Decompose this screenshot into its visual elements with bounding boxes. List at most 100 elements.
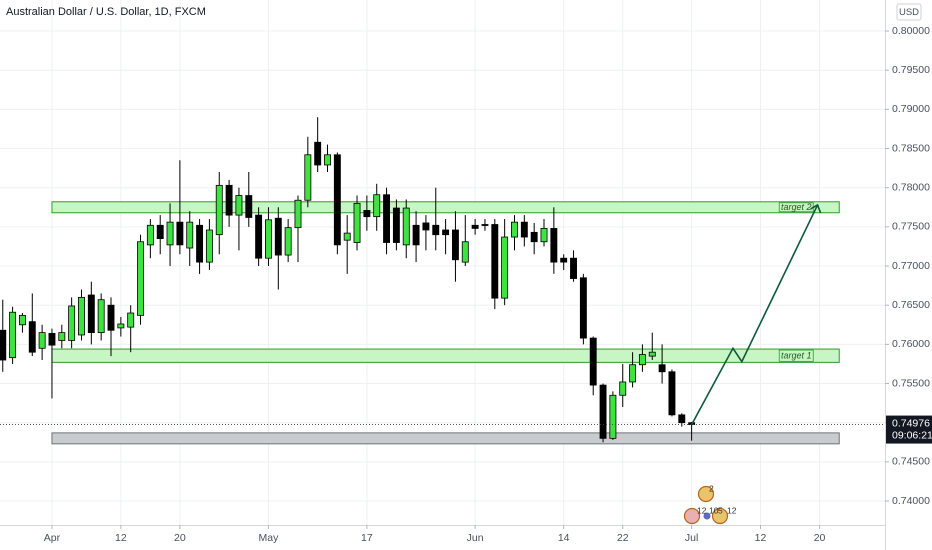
candle-body [107,304,115,331]
zone-label: target 2 [781,202,812,212]
candle-body [186,221,194,249]
zone-label: target 1 [781,351,812,361]
candle-body [245,195,253,218]
candle-body [28,321,36,353]
candle-body [422,222,430,231]
candle-body [570,257,577,279]
candle-body [196,224,204,263]
y-tick-label: 0.75500 [892,377,930,389]
candle-body [501,236,509,299]
candle-body [402,207,410,246]
candle-body [294,199,302,229]
axes: 0.80000 0.79500 0.79000 0.78500 0.78000 0.775… [44,25,932,544]
countdown-label: 09:06:21 [892,429,932,441]
candle-body [491,224,499,299]
x-tick-label: 17 [361,532,373,544]
event-count: 12 [697,505,707,515]
zone [51,432,840,445]
event-icon [703,512,711,520]
candle-body [97,299,105,334]
event-icon [683,507,701,525]
candle-body [609,394,617,439]
candle-body [412,224,420,246]
candle-body [324,154,331,166]
candle-body [18,314,26,326]
y-tick-label: 0.79500 [892,64,930,76]
candle-body [117,323,125,329]
candle-body [579,277,587,339]
candle-body [638,354,646,366]
event-icon [697,485,715,503]
candle-body [589,337,597,386]
x-tick-label: 22 [617,532,629,544]
zone [51,348,840,363]
y-tick-label: 0.76000 [892,338,930,350]
candle-body [451,229,459,261]
candle-body [0,329,7,361]
candle-body [619,381,627,396]
x-tick-label: 20 [814,532,826,544]
candle-body [38,332,46,349]
y-tick-label: 0.79000 [892,103,930,115]
candle-body [540,228,548,243]
zone-label-box [778,349,814,362]
x-tick-label: Jun [467,532,484,544]
candle-body [668,371,676,416]
candle-body [678,414,686,424]
candle-body [78,296,85,336]
y-tick-label: 0.74500 [892,456,930,468]
candles [0,117,696,443]
candle-body [68,305,76,341]
projection-arrowhead [810,203,822,214]
candle-body [461,241,469,263]
candle-body [599,384,607,439]
y-tick-label: 0.77500 [892,221,930,233]
zone [51,201,840,214]
y-tick-label: 0.76500 [892,299,930,311]
y-tick-label: 0.80000 [892,25,930,37]
candle-body [9,311,17,359]
candle-body [137,241,144,316]
candle-body [629,364,637,383]
last-price-label: 0.74976 [892,417,930,429]
candle-body [353,202,361,243]
event-icon [711,507,729,525]
x-tick-label: Jul [685,532,698,544]
candle-body [48,332,56,346]
candle-body [176,221,184,246]
last-price-box [886,415,932,444]
chart-title: Australian Dollar / U.S. Dollar, 1D, FXC… [6,6,206,18]
candle-body [442,229,450,236]
candle-body [284,227,292,256]
candle-body [511,221,518,238]
candle-body [87,294,95,334]
candle-body [215,184,223,236]
candle-body [235,195,243,216]
candle-body [304,154,312,201]
x-tick-label: 20 [174,532,186,544]
candle-body [392,207,400,243]
candle-body [265,219,272,259]
candle-body [560,257,568,263]
y-tick-label: 0.74000 [892,495,930,507]
candle-body [333,154,341,246]
candle-body [274,217,282,256]
candle-body [648,351,656,357]
candle-body [520,221,528,238]
event-count: 5 [718,505,723,515]
candle-body [156,224,164,240]
y-tick-label: 0.78000 [892,181,930,193]
candle-body [314,141,322,166]
candle-body [363,210,371,218]
currency-button-label: USD [899,7,919,18]
candle-body [432,224,440,236]
x-tick-label: 14 [558,532,570,544]
currency-button[interactable] [896,3,922,21]
x-tick-label: Apr [44,532,61,544]
candle-body [471,224,479,229]
candle-body [373,194,381,218]
candle-body [58,332,66,341]
candle-body [481,224,489,226]
